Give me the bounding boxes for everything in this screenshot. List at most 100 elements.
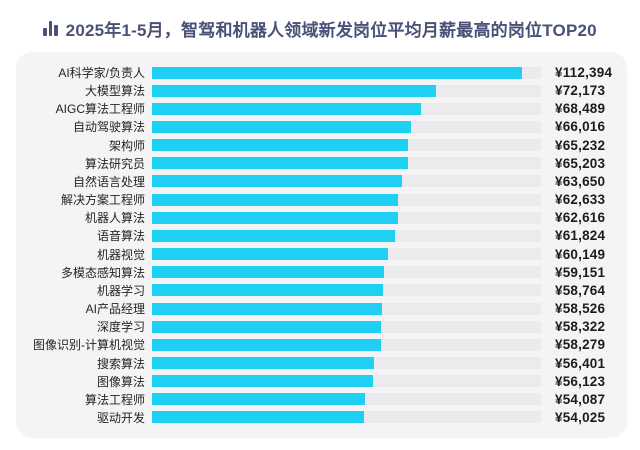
chart-row: 搜索算法 ¥56,401 <box>30 355 613 372</box>
chart-row: 图像算法 ¥56,123 <box>30 373 613 390</box>
bar-track <box>152 139 541 152</box>
bar <box>152 229 395 242</box>
category-label: 自动驾驶算法 <box>72 120 145 135</box>
value-label: ¥54,025 <box>555 409 606 425</box>
chart-row: 算法研究员 ¥65,203 <box>30 155 613 172</box>
bar <box>152 266 385 279</box>
chart-row: 多模态感知算法 ¥59,151 <box>30 264 613 281</box>
bar <box>152 193 399 206</box>
bar <box>152 66 523 79</box>
chart-row: 机器学习 ¥58,764 <box>30 282 613 299</box>
value-label: ¥63,650 <box>555 173 606 189</box>
value-label: ¥66,016 <box>555 119 606 135</box>
chart-title: 2025年1-5月，智驾和机器人领域新发岗位平均月薪最高的岗位TOP20 <box>65 20 597 40</box>
bar-track <box>152 193 541 206</box>
value-label: ¥58,764 <box>555 282 606 298</box>
value-label: ¥72,173 <box>555 83 606 99</box>
chart-header: 2025年1-5月，智驾和机器人领域新发岗位平均月薪最高的岗位TOP20 <box>0 0 640 40</box>
chart-row: 深度学习 ¥58,322 <box>30 318 613 335</box>
bar-track <box>152 266 541 279</box>
category-label: 自然语言处理 <box>72 174 145 189</box>
bar-track <box>152 157 541 170</box>
value-label: ¥62,616 <box>555 210 606 226</box>
chart-row: 大模型算法 ¥72,173 <box>30 82 613 99</box>
bar-track <box>152 66 541 79</box>
bar-track <box>152 211 541 224</box>
chart-row: 机器视觉 ¥60,149 <box>30 246 613 263</box>
category-label: AIGC算法工程师 <box>55 102 145 117</box>
chart-row: 自动驾驶算法 ¥66,016 <box>30 118 613 135</box>
value-label: ¥68,489 <box>555 101 606 117</box>
category-label: 图像识别-计算机视觉 <box>33 338 145 353</box>
chart-row: 机器人算法 ¥62,616 <box>30 209 613 226</box>
chart-row: 语音算法 ¥61,824 <box>30 227 613 244</box>
chart-row: 自然语言处理 ¥63,650 <box>30 173 613 190</box>
category-label: 大模型算法 <box>84 84 145 99</box>
bar <box>152 157 409 170</box>
bar-track <box>152 120 541 133</box>
bar-track <box>152 393 541 406</box>
category-label: 驱动开发 <box>96 410 145 425</box>
value-label: ¥54,087 <box>555 391 606 407</box>
bar-track <box>152 375 541 388</box>
category-label: 架构师 <box>108 138 145 153</box>
bar-track <box>152 320 541 333</box>
bar <box>152 102 422 115</box>
chart-row: AI产品经理 ¥58,526 <box>30 300 613 317</box>
value-label: ¥112,394 <box>555 65 613 80</box>
value-label: ¥58,279 <box>555 337 606 353</box>
category-label: 图像算法 <box>96 374 145 389</box>
value-label: ¥61,824 <box>555 228 606 244</box>
bar-track <box>152 357 541 369</box>
bar <box>152 211 399 224</box>
bar <box>152 375 373 388</box>
chart-row: 解决方案工程师 ¥62,633 <box>30 191 613 208</box>
bar <box>152 393 365 406</box>
category-label: 语音算法 <box>96 229 145 244</box>
category-label: 机器人算法 <box>84 211 145 226</box>
bar <box>152 175 403 188</box>
category-label: AI科学家/负责人 <box>58 66 145 80</box>
value-label: ¥65,203 <box>555 155 606 171</box>
category-label: 解决方案工程师 <box>60 193 145 208</box>
chart-card: AI科学家/负责人 ¥112,394 大模型算法 ¥72,173 AIGC算法工程师 ¥6… <box>16 52 627 438</box>
category-label: 算法研究员 <box>84 156 145 171</box>
bar-track <box>152 229 541 242</box>
chart-row: 算法工程师 ¥54,087 <box>30 391 613 408</box>
bar-chart-icon <box>43 20 58 36</box>
value-label: ¥58,322 <box>555 319 606 335</box>
value-label: ¥56,401 <box>555 355 606 371</box>
category-label: 搜索算法 <box>96 356 145 371</box>
chart-row: 架构师 ¥65,232 <box>30 137 613 154</box>
value-label: ¥65,232 <box>555 137 606 153</box>
bar-track <box>152 411 541 424</box>
chart-row: AIGC算法工程师 ¥68,489 <box>30 100 613 117</box>
value-label: ¥62,633 <box>555 192 606 208</box>
bar-track <box>152 338 541 351</box>
bar-track <box>152 284 541 297</box>
category-label: AI产品经理 <box>85 302 145 317</box>
bar-track <box>152 248 541 261</box>
chart-row: 图像识别-计算机视觉 ¥58,279 <box>30 336 613 353</box>
category-label: 机器视觉 <box>96 247 145 262</box>
bar <box>152 120 412 133</box>
bar <box>152 357 374 369</box>
bar <box>152 302 382 315</box>
value-label: ¥60,149 <box>555 246 606 262</box>
bar <box>152 139 409 152</box>
bar <box>152 84 436 97</box>
value-label: ¥58,526 <box>555 301 606 317</box>
bar-track <box>152 102 541 115</box>
bar <box>152 284 383 297</box>
chart-row: AI科学家/负责人 ¥112,394 <box>30 64 613 81</box>
value-label: ¥56,123 <box>555 373 606 389</box>
value-label: ¥59,151 <box>555 264 606 280</box>
bar-track <box>152 302 541 315</box>
chart-row: 驱动开发 ¥54,025 <box>30 409 613 426</box>
category-label: 深度学习 <box>96 320 145 335</box>
category-label: 多模态感知算法 <box>60 265 145 280</box>
category-label: 算法工程师 <box>84 392 145 407</box>
bar <box>152 338 381 351</box>
bar-track <box>152 84 541 97</box>
